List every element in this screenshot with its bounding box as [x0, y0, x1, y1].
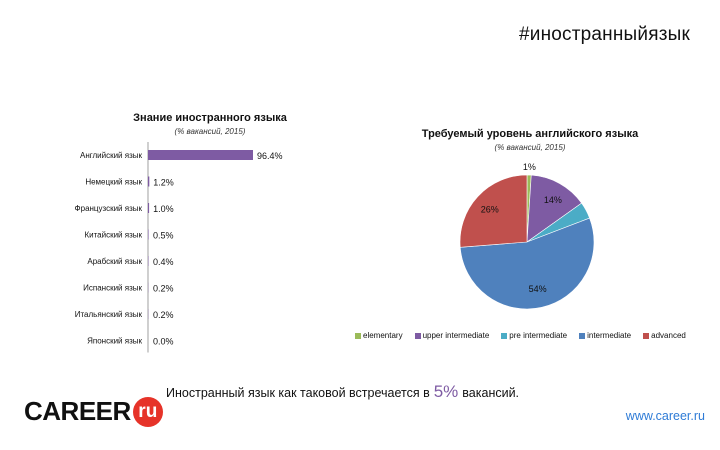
- bar: [148, 203, 150, 213]
- bar-value-label: 0.2%: [153, 284, 174, 294]
- footer-statement: Иностранный язык как таковой встречается…: [166, 382, 519, 402]
- footer-number: 5%: [433, 382, 459, 401]
- pie-chart-title: Требуемый уровень английского языка: [421, 128, 639, 140]
- bar-value-label: 0.2%: [153, 310, 174, 320]
- legend-swatch: [501, 332, 508, 339]
- pie-value-label: 1%: [523, 162, 536, 172]
- pie-slice: [526, 174, 582, 243]
- legend-item: intermediate: [579, 331, 631, 340]
- bar-value-label: 96.4%: [257, 151, 283, 161]
- logo-text: CAREER: [24, 396, 131, 426]
- bar-category-label: Английский язык: [80, 151, 143, 160]
- bar-value-label: 1.0%: [153, 204, 174, 214]
- legend-label: advanced: [651, 331, 686, 340]
- pie-chart: 1% 14% 4% 54% 26%: [459, 162, 595, 310]
- pie-chart-subtitle: (% вакансий, 2015): [494, 143, 566, 152]
- legend-swatch: [414, 332, 421, 339]
- legend-item: advanced: [643, 331, 686, 340]
- footer-text-before: Иностранный язык как таковой встречается…: [166, 386, 430, 400]
- legend-swatch: [643, 332, 650, 339]
- legend-item: upper intermediate: [414, 331, 490, 340]
- bar-value-label: 1.2%: [153, 178, 174, 188]
- pie-value-label: 14%: [544, 195, 562, 205]
- bar: [148, 150, 253, 160]
- career-logo: CAREER ru: [24, 396, 163, 427]
- bar: [148, 176, 150, 187]
- bar-category-label: Испанский язык: [83, 284, 142, 293]
- bar-category-label: Итальянский язык: [75, 310, 143, 319]
- legend-item: pre intermediate: [501, 331, 567, 340]
- legend-item: elementary: [355, 331, 403, 340]
- bar-value-label: 0.5%: [153, 231, 174, 241]
- bar-category-label: Арабский язык: [87, 257, 142, 266]
- bar-value-label: 0.4%: [153, 257, 174, 267]
- legend-label: elementary: [363, 331, 403, 340]
- legend-swatch: [579, 332, 586, 339]
- bar-category-label: Немецкий язык: [85, 178, 142, 187]
- pie-slice: [459, 217, 595, 310]
- site-link[interactable]: www.career.ru: [625, 409, 705, 423]
- legend-label: pre intermediate: [509, 331, 568, 340]
- pie-value-label: 26%: [481, 204, 499, 214]
- footer-text-after: вакансий.: [462, 386, 520, 400]
- bar-category-label: Японский язык: [87, 337, 142, 346]
- bar-chart: Английский язык 96.4% Немецкий язык 1.2% Фра…: [75, 142, 283, 353]
- legend-label: intermediate: [587, 331, 632, 340]
- bar-chart-title: Знание иностранного языка: [133, 112, 287, 124]
- pie-slice: [459, 174, 528, 248]
- pie-legend: elementary upper intermediate pre intermed…: [355, 331, 695, 340]
- bar-chart-subtitle: (% вакансий, 2015): [174, 127, 246, 136]
- bar-category-label: Французский язык: [75, 204, 143, 213]
- page-hashtag-title: #иностранныйязык: [519, 24, 690, 45]
- bar-category-label: Китайский язык: [84, 231, 142, 240]
- legend-swatch: [355, 332, 361, 339]
- bar-value-label: 0.0%: [153, 337, 174, 347]
- legend-label: upper intermediate: [422, 331, 490, 340]
- logo-badge: ru: [132, 396, 163, 427]
- pie-value-label: 54%: [529, 284, 547, 294]
- pie-value-label: 4%: [568, 214, 581, 224]
- bar: [148, 229, 149, 240]
